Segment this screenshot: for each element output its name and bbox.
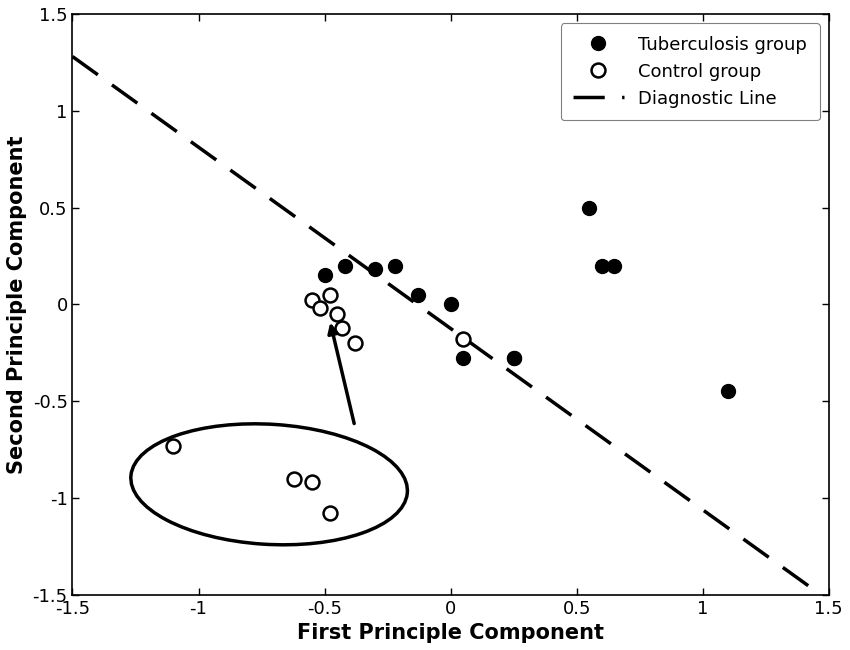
Y-axis label: Second Principle Component: Second Principle Component (7, 135, 27, 474)
Legend: Tuberculosis group, Control group, Diagnostic Line: Tuberculosis group, Control group, Diagn… (560, 23, 819, 120)
X-axis label: First Principle Component: First Principle Component (298, 623, 604, 643)
